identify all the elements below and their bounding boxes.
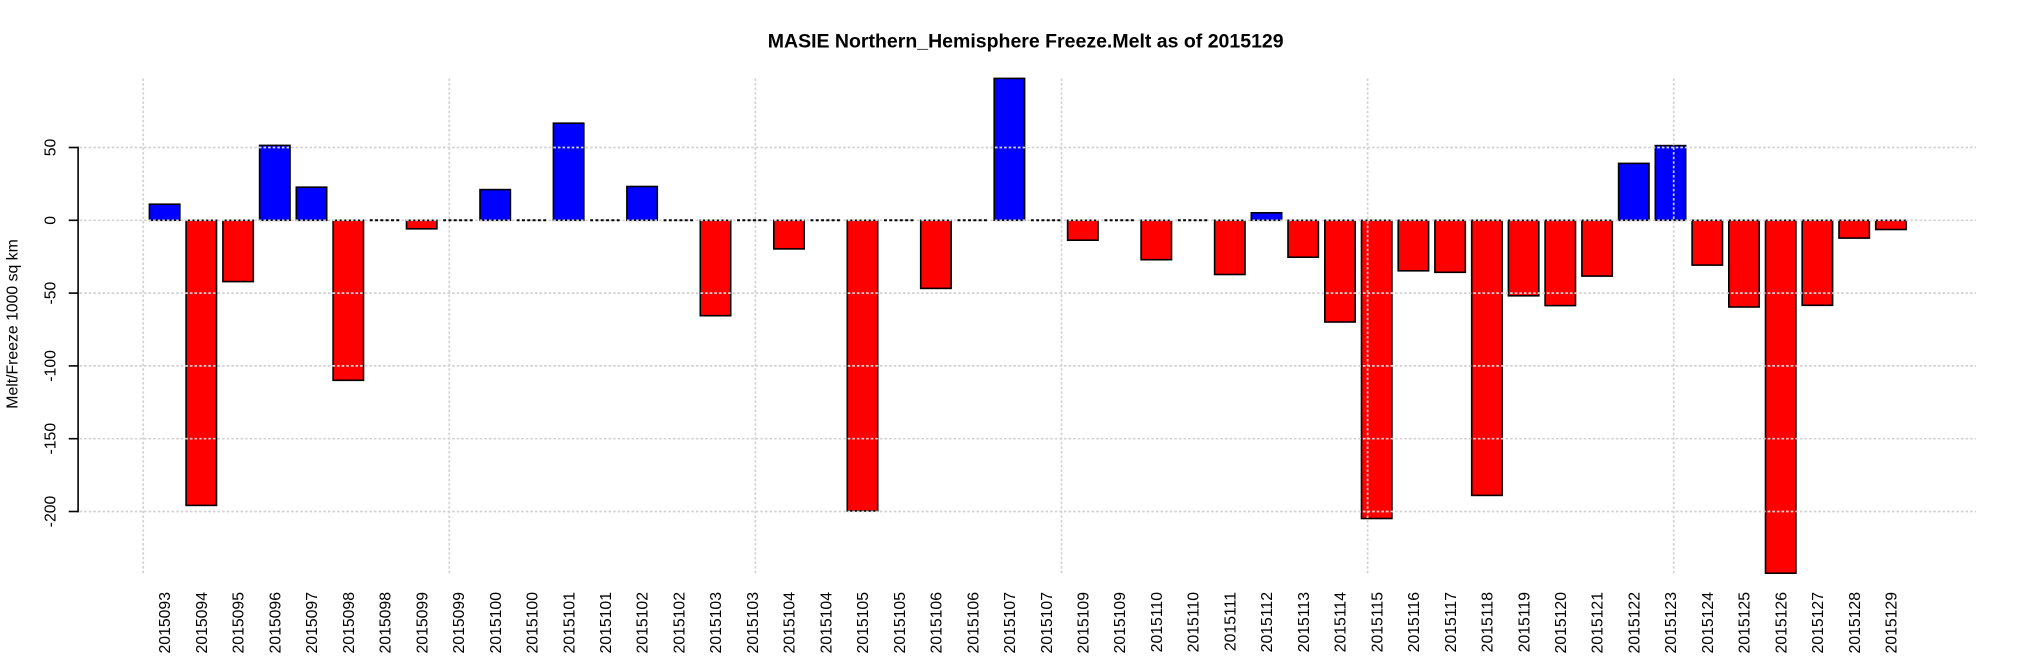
svg-text:2015102: 2015102: [672, 592, 689, 654]
svg-text:2015115: 2015115: [1369, 592, 1386, 653]
svg-text:2015107: 2015107: [1002, 592, 1019, 654]
svg-text:2015105: 2015105: [855, 592, 872, 654]
svg-text:2015095: 2015095: [231, 592, 248, 654]
svg-text:2015124: 2015124: [1700, 592, 1717, 654]
svg-text:2015099: 2015099: [451, 592, 468, 654]
svg-text:2015096: 2015096: [267, 592, 284, 654]
svg-text:Melt/Freeze 1000 sq km: Melt/Freeze 1000 sq km: [5, 239, 22, 408]
svg-text:2015101: 2015101: [561, 592, 578, 654]
svg-text:2015098: 2015098: [378, 592, 395, 654]
svg-text:2015111: 2015111: [1222, 592, 1239, 651]
svg-text:-200: -200: [43, 495, 60, 527]
svg-text:2015127: 2015127: [1810, 592, 1827, 654]
svg-text:2015098: 2015098: [341, 592, 358, 654]
svg-text:2015123: 2015123: [1663, 592, 1680, 654]
svg-text:2015112: 2015112: [1259, 592, 1276, 652]
svg-text:2015128: 2015128: [1847, 592, 1864, 654]
svg-text:2015104: 2015104: [818, 592, 835, 654]
svg-text:2015110: 2015110: [1186, 592, 1203, 653]
svg-text:2015100: 2015100: [488, 592, 505, 654]
svg-text:2015116: 2015116: [1406, 592, 1423, 653]
svg-text:2015104: 2015104: [782, 592, 799, 654]
svg-text:2015097: 2015097: [304, 592, 321, 654]
svg-text:2015110: 2015110: [1149, 592, 1166, 653]
svg-text:2015126: 2015126: [1773, 592, 1790, 654]
svg-text:2015099: 2015099: [414, 592, 431, 654]
svg-text:-100: -100: [43, 350, 60, 382]
svg-text:2015103: 2015103: [745, 592, 762, 654]
svg-text:2015100: 2015100: [525, 592, 542, 654]
svg-text:2015103: 2015103: [708, 592, 725, 654]
svg-text:2015107: 2015107: [1039, 592, 1056, 654]
svg-text:2015094: 2015094: [194, 592, 211, 654]
svg-text:2015105: 2015105: [892, 592, 909, 654]
svg-text:2015102: 2015102: [635, 592, 652, 654]
svg-text:2015119: 2015119: [1516, 592, 1533, 653]
svg-text:-150: -150: [43, 423, 60, 455]
svg-text:2015093: 2015093: [157, 592, 174, 654]
svg-text:2015101: 2015101: [598, 592, 615, 654]
svg-text:2015118: 2015118: [1480, 592, 1497, 653]
svg-text:2015121: 2015121: [1590, 592, 1607, 654]
svg-text:-50: -50: [43, 281, 60, 304]
svg-text:2015113: 2015113: [1296, 592, 1313, 653]
svg-text:2015109: 2015109: [1112, 592, 1129, 654]
svg-text:50: 50: [43, 139, 60, 157]
svg-text:2015120: 2015120: [1553, 592, 1570, 654]
svg-text:2015114: 2015114: [1333, 592, 1350, 653]
svg-text:2015122: 2015122: [1626, 592, 1643, 654]
svg-text:2015117: 2015117: [1443, 592, 1460, 652]
svg-text:2015109: 2015109: [1076, 592, 1093, 654]
svg-text:0: 0: [43, 216, 60, 225]
svg-text:2015106: 2015106: [929, 592, 946, 654]
svg-text:2015125: 2015125: [1737, 592, 1754, 654]
svg-text:MASIE Northern_Hemisphere Free: MASIE Northern_Hemisphere Freeze.Melt as…: [768, 31, 1284, 53]
svg-text:2015129: 2015129: [1884, 592, 1901, 654]
svg-text:2015106: 2015106: [965, 592, 982, 654]
